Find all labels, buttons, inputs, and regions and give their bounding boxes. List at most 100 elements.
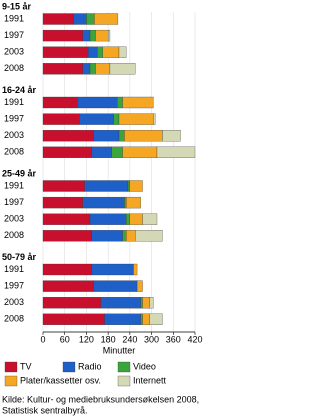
legend-swatch [4,375,18,387]
bar-segment [111,146,123,158]
x-axis-label: Minutter [103,345,136,355]
source-note: Statistisk sentralbyrå. [2,405,88,415]
bar-segment [42,180,85,192]
bar-segment [82,196,125,209]
bar-segment [77,96,118,109]
bar-segment [142,313,150,325]
bar-segment [129,180,143,192]
y-tick-label: 2008 [4,314,24,324]
bar-segment [82,63,91,75]
x-tick-label: 60 [60,334,70,344]
bar-segment [142,297,150,309]
bar-segment [156,146,196,158]
legend-label: TV [20,361,32,371]
bar-segment [136,280,143,292]
x-tick-label: 120 [79,334,94,344]
y-tick-label: 2003 [4,214,24,224]
bar-segment [97,46,103,58]
bar-segment [89,29,96,42]
bar-segment [42,130,94,142]
bar-segment [89,63,96,75]
bar-segment [79,113,114,125]
bar-segment [126,213,131,225]
bar-segment [93,130,120,142]
bar-segment [107,29,111,42]
y-tick-label: 2003 [4,297,24,307]
bar-segment [122,96,154,109]
bar-segment [126,196,141,209]
bar-segment [149,313,163,325]
bar-segment [113,113,120,125]
x-tick-label: 360 [166,334,181,344]
bar-segment [124,196,127,209]
y-tick-label: 2003 [4,47,24,57]
bar-segment [118,130,125,142]
bar-segment [42,13,74,25]
bar-segment [42,297,102,309]
y-tick-label: 1991 [4,13,24,23]
bar-segment [124,130,163,142]
bar-segment [42,46,89,58]
bar-segment [42,280,94,292]
bar-segment [42,63,83,75]
bar-segment [126,230,136,242]
bar-segment [93,280,138,292]
y-tick-label: 1997 [4,113,24,123]
bar-segment [88,46,98,58]
chart: 0 60 120 180 240 300 360 420 Minutter 9-15 år 16-2… [2,1,203,415]
bar-segment [118,46,127,58]
bar-segment [91,146,112,158]
group-label: 16-24 år [2,85,37,95]
bar-segment [118,113,154,125]
bar-segment [122,230,127,242]
source-note: Kilde: Kultur- og mediebruksundersøkelse… [2,394,199,404]
bar-segment [102,46,120,58]
bar-segment [42,196,83,209]
bar-segment [140,313,143,325]
bar-segment [91,230,123,242]
bar-segment [42,96,78,109]
group-label: 50-79 år [2,252,37,262]
bar-segment [42,313,105,325]
legend-swatch [62,361,76,373]
bar-segment [127,180,131,192]
y-tick-label: 2008 [4,230,24,240]
bar-segment [135,230,163,242]
bar-segment [42,113,80,125]
legend-label: Video [133,361,156,371]
legend-label: Plater/kassetter osv. [20,375,101,385]
bar-segment [109,63,136,75]
y-tick-label: 2003 [4,130,24,140]
bar-segment [82,29,91,42]
group-label: 25-49 år [2,168,37,178]
bar-segment [42,263,93,276]
bar-segment [42,230,93,242]
bar-segment [89,213,127,225]
bar-segment [129,213,143,225]
bar-segment [122,146,158,158]
y-tick-label: 2008 [4,63,24,73]
y-tick-label: 1991 [4,180,24,190]
bar-segment [149,297,154,309]
bar-segment [142,213,158,225]
y-tick-label: 2008 [4,147,24,157]
bar-segment [42,146,93,158]
x-tick-label: 180 [101,334,116,344]
y-tick-label: 1997 [4,197,24,207]
x-tick-label: 240 [122,334,137,344]
y-tick-label: 1991 [4,264,24,274]
legend-label: Internett [133,375,167,385]
legend-swatch [4,361,18,373]
bar-segment [162,130,181,142]
bar-segment [91,263,134,276]
bar-segment [95,29,109,42]
y-tick-label: 1997 [4,30,24,40]
group-label: 9-15 år [2,1,32,11]
bar-segment [133,263,138,276]
bar-segment [94,13,119,25]
legend-swatch [117,361,131,373]
bar-segment [73,13,87,25]
legend-label: Radio [78,361,102,371]
y-tick-label: 1997 [4,280,24,290]
bar-segment [86,13,95,25]
